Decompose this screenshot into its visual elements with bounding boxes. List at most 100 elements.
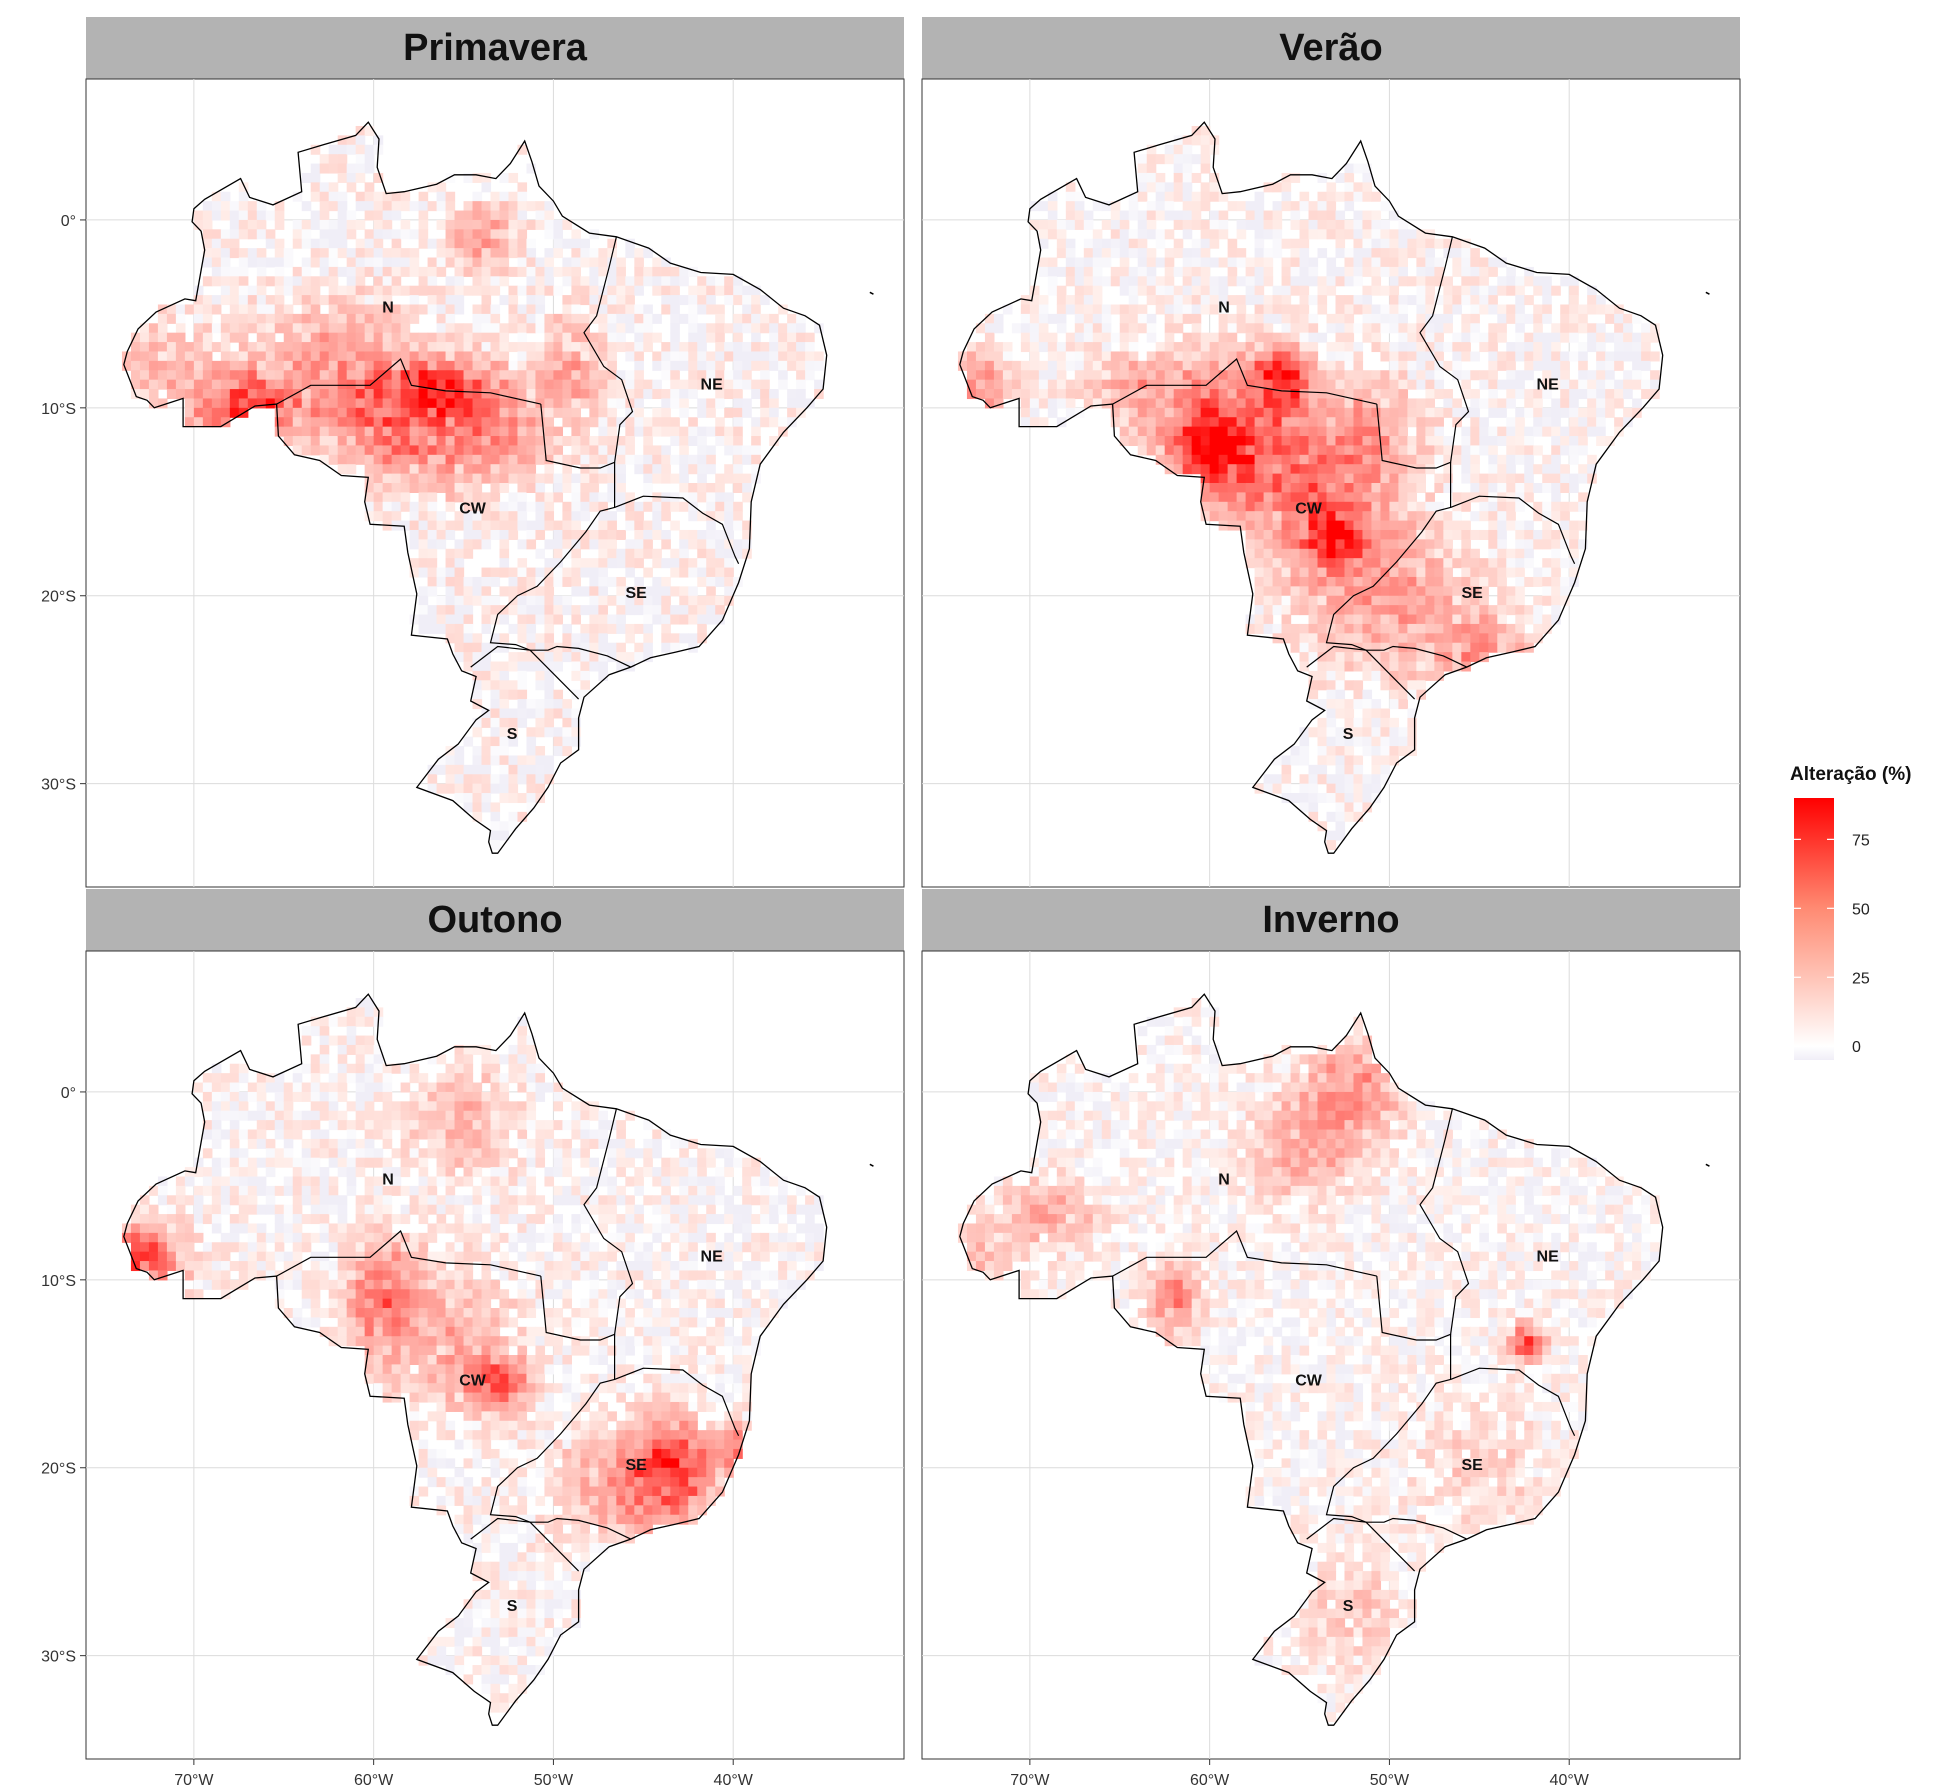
grid-cell: [553, 708, 564, 719]
grid-cell: [715, 342, 725, 353]
grid-cell: [139, 323, 150, 334]
grid-cell: [337, 436, 348, 447]
grid-cell: [1326, 191, 1337, 202]
grid-cell: [1245, 520, 1256, 531]
grid-cell: [589, 445, 599, 456]
grid-cell: [607, 511, 617, 522]
grid-cell: [1344, 370, 1355, 381]
grid-cell: [229, 248, 240, 259]
grid-cell: [427, 548, 438, 559]
grid-cell: [292, 219, 303, 230]
grid-cell: [1623, 323, 1633, 334]
grid-cell: [1164, 342, 1175, 353]
grid-cell: [229, 389, 240, 400]
grid-cell: [1119, 313, 1130, 324]
grid-cell: [193, 1185, 204, 1196]
grid-cell: [283, 276, 294, 287]
grid-cell: [409, 342, 420, 353]
grid-cell: [562, 633, 573, 644]
grid-cell: [1425, 454, 1435, 465]
grid-cell: [562, 746, 573, 757]
grid-cell: [499, 670, 510, 681]
grid-cell: [1632, 342, 1642, 353]
grid-cell: [202, 304, 213, 315]
grid-cell: [454, 379, 465, 390]
grid-cell: [607, 257, 617, 268]
grid-cell: [1182, 154, 1193, 165]
grid-cell: [283, 313, 294, 324]
grid-cell: [562, 351, 573, 362]
grid-cell: [634, 652, 644, 663]
grid-cell: [1488, 548, 1498, 559]
grid-cell: [382, 445, 393, 456]
grid-cell: [1281, 755, 1292, 766]
grid-cell: [751, 445, 761, 456]
grid-cell: [1479, 398, 1489, 409]
grid-cell: [1461, 342, 1471, 353]
grid-cell: [1038, 389, 1049, 400]
grid-cell: [517, 811, 528, 822]
grid-cell: [553, 445, 564, 456]
grid-cell: [211, 1063, 222, 1074]
grid-cell: [472, 576, 483, 587]
grid-cell: [670, 313, 680, 324]
grid-cell: [661, 304, 671, 315]
grid-cell: [202, 407, 213, 418]
grid-cell: [400, 248, 411, 259]
grid-cell: [661, 454, 671, 465]
grid-cell: [355, 454, 366, 465]
grid-cell: [679, 266, 689, 277]
grid-cell: [1461, 548, 1471, 559]
grid-cell: [742, 520, 752, 531]
grid-cell: [418, 586, 429, 597]
grid-cell: [1371, 445, 1382, 456]
grid-cell: [715, 398, 725, 409]
grid-cell: [1533, 511, 1543, 522]
grid-cell: [1506, 605, 1516, 616]
grid-cell: [1299, 417, 1310, 428]
grid-cell: [1254, 483, 1265, 493]
grid-cell: [301, 201, 312, 212]
grid-cell: [1452, 529, 1462, 540]
grid-cell: [409, 539, 420, 550]
grid-cell: [256, 332, 267, 343]
grid-cell: [1353, 389, 1364, 400]
grid-cell: [337, 332, 348, 343]
grid-cell: [1614, 332, 1624, 343]
grid-cell: [436, 257, 447, 268]
grid-cell: [265, 389, 276, 400]
grid-cell: [1362, 652, 1373, 663]
grid-cell: [1254, 464, 1265, 475]
grid-cell: [1263, 379, 1274, 390]
grid-cell: [265, 379, 276, 390]
grid-cell: [652, 464, 662, 475]
grid-cell: [1317, 304, 1328, 315]
grid-cell: [139, 1232, 150, 1243]
grid-cell: [1353, 558, 1364, 569]
grid-cell: [993, 351, 1004, 362]
grid-cell: [1434, 389, 1444, 400]
grid-cell: [1335, 736, 1346, 747]
grid-cell: [1029, 295, 1040, 306]
grid-cell: [1227, 342, 1238, 353]
grid-cell: [247, 323, 258, 334]
grid-cell: [1218, 360, 1229, 371]
grid-cell: [1290, 567, 1301, 578]
grid-cell: [391, 210, 402, 221]
grid-cell: [1155, 379, 1166, 390]
grid-cell: [1326, 285, 1337, 296]
grid-cell: [1281, 483, 1292, 493]
grid-cell: [400, 436, 411, 447]
region-border: [540, 236, 634, 469]
grid-cell: [409, 313, 420, 324]
grid-cell: [1038, 313, 1049, 324]
grid-cell: [589, 389, 599, 400]
grid-cell: [598, 266, 608, 277]
grid-cell: [247, 248, 258, 259]
grid-cell: [1137, 191, 1148, 202]
grid-cell: [1209, 370, 1220, 381]
grid-cell: [472, 445, 483, 456]
grid-cell: [1029, 304, 1040, 315]
grid-cell: [1452, 614, 1462, 625]
